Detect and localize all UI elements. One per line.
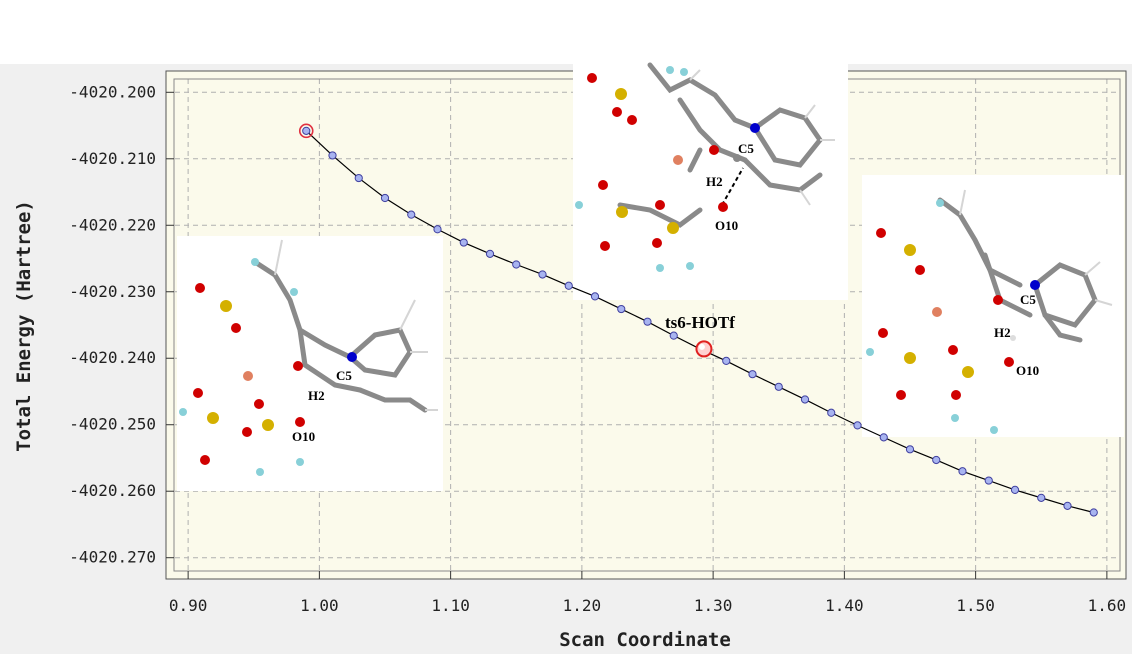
data-point	[853, 421, 862, 430]
data-point	[932, 455, 941, 465]
data-point	[748, 370, 757, 379]
start-point-marker	[298, 123, 314, 139]
data-point	[433, 225, 442, 234]
x-tick-label: 1.00	[300, 596, 339, 615]
x-tick-label: 1.20	[563, 596, 602, 615]
x-tick-labels: 0.90 1.00 1.10 1.20 1.30 1.40 1.50 1.60	[169, 596, 1126, 615]
x-tick-label: 1.40	[825, 596, 864, 615]
x-tick-label: 1.10	[431, 596, 470, 615]
right-inset-label-o10: O10	[1016, 363, 1039, 378]
highlighted-points	[298, 123, 713, 358]
data-point	[643, 317, 652, 326]
top-inset-label-h2: H2	[706, 174, 723, 189]
x-tick-label: 1.30	[694, 596, 733, 615]
x-axis-label: Scan Coordinate	[559, 629, 731, 651]
data-point	[459, 238, 468, 247]
x-tick-label: 0.90	[169, 596, 208, 615]
y-tick-label: -4020.260	[69, 481, 156, 500]
left-inset-label-h2: H2	[308, 388, 325, 403]
series-points	[302, 126, 1098, 517]
data-point	[905, 445, 915, 454]
data-point	[538, 270, 547, 279]
data-point	[774, 382, 783, 391]
right-inset-label-c5: C5	[1020, 292, 1036, 307]
x-tick-label: 1.60	[1088, 596, 1127, 615]
data-point	[564, 281, 573, 290]
data-point	[354, 173, 363, 183]
molecule-inset-right	[862, 175, 1124, 437]
data-point	[328, 151, 337, 160]
data-point	[407, 210, 416, 219]
data-point	[380, 193, 390, 203]
data-point	[827, 408, 836, 417]
y-tick-label: -4020.220	[69, 215, 156, 234]
y-tick-label: -4020.240	[69, 348, 156, 367]
top-inset-label-c5: C5	[738, 141, 754, 156]
data-point	[958, 467, 967, 476]
data-point	[1010, 485, 1020, 494]
data-point	[800, 395, 810, 404]
left-inset-label-o10: O10	[292, 429, 315, 444]
molecule-inset-left	[177, 236, 443, 491]
y-tick-labels: -4020.200 -4020.210 -4020.220 -4020.230 -402…	[69, 82, 156, 566]
y-tick-label: -4020.250	[69, 415, 156, 434]
molecule-inset-top	[573, 62, 848, 300]
data-point	[1089, 508, 1098, 517]
y-tick-label: -4020.200	[69, 82, 156, 101]
data-point	[512, 260, 521, 269]
y-axis-label: Total Energy (Hartree)	[13, 200, 35, 452]
left-inset-label-c5: C5	[336, 368, 352, 383]
axis-ticks	[166, 91, 1108, 579]
right-inset-label-h2: H2	[994, 325, 1011, 340]
data-point	[485, 249, 495, 258]
y-tick-label: -4020.210	[69, 149, 156, 168]
data-point	[984, 476, 993, 485]
data-point	[722, 356, 731, 366]
ts6-hotf-annotation: ts6-HOTf	[665, 313, 735, 332]
data-point	[879, 433, 888, 442]
data-point	[302, 126, 311, 135]
y-tick-label: -4020.270	[69, 548, 156, 567]
data-point	[1037, 493, 1046, 502]
data-point	[1063, 501, 1072, 510]
y-tick-label: -4020.230	[69, 282, 156, 301]
data-point	[617, 304, 626, 314]
transition-state-highlight	[698, 343, 705, 350]
top-inset-label-o10: O10	[715, 218, 738, 233]
x-tick-label: 1.50	[956, 596, 995, 615]
data-point	[590, 292, 600, 301]
data-point	[669, 331, 678, 340]
